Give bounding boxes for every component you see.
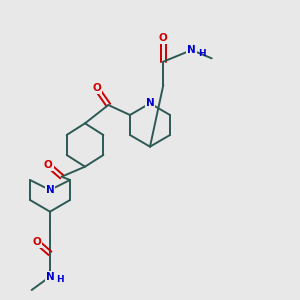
Text: O: O (32, 237, 41, 247)
Text: H: H (56, 275, 64, 284)
Text: N: N (146, 98, 154, 108)
Text: N: N (187, 45, 196, 55)
Text: H: H (198, 49, 205, 58)
Text: O: O (44, 160, 53, 170)
Text: O: O (92, 83, 101, 93)
Text: N: N (46, 185, 54, 195)
Text: O: O (159, 33, 168, 43)
Text: N: N (46, 272, 54, 282)
